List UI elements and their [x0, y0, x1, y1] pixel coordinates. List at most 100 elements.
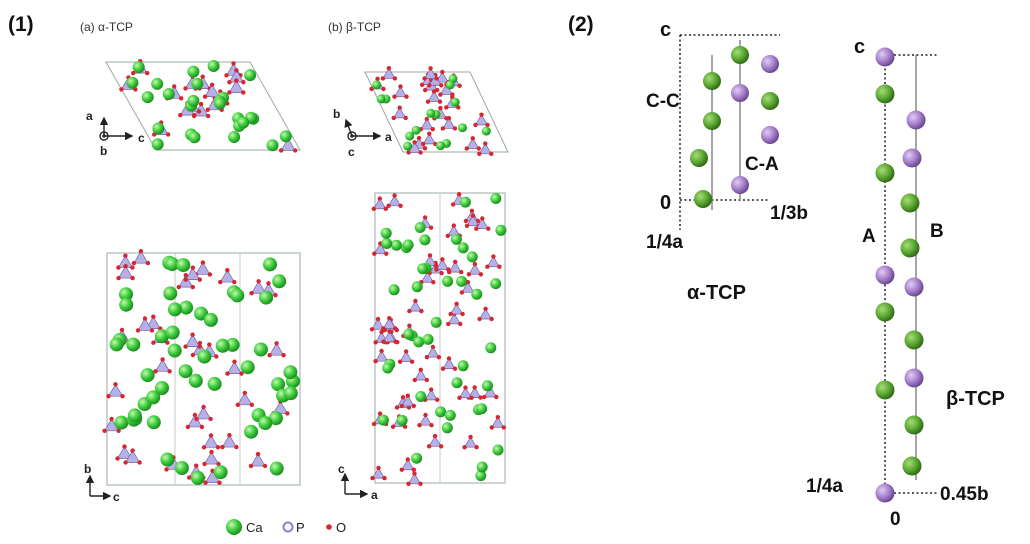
- oxygen-atom: [205, 113, 211, 119]
- oxygen-atom: [201, 445, 207, 450]
- oxygen-atom: [447, 269, 452, 275]
- calcium-atom: [146, 390, 161, 405]
- oxygen-atom: [164, 467, 169, 472]
- po4-tetrahedron: [371, 467, 386, 479]
- po4-tetrahedron: [474, 113, 489, 126]
- calcium-atom: [272, 274, 287, 289]
- po4-tetrahedron: [195, 406, 212, 420]
- alpha-bottom-axis-b: b: [84, 462, 92, 476]
- oxygen-atom: [218, 279, 223, 285]
- po4-tetrahedron: [491, 416, 505, 428]
- po4-tetrahedron: [373, 197, 387, 210]
- oxygen-atom: [431, 89, 437, 94]
- oxygen-atom: [457, 83, 462, 89]
- oxygen-atom: [474, 445, 479, 450]
- oxygen-atom: [440, 366, 446, 371]
- alpha-bottom-axis-icon: [85, 474, 112, 501]
- oxygen-atom: [470, 213, 476, 218]
- po4-tetrahedron: [458, 386, 473, 399]
- calcium-atom: [377, 414, 389, 426]
- alpha-top-axis-b: b: [100, 144, 108, 158]
- oxygen-atom: [210, 468, 215, 473]
- oxygen-atom: [205, 107, 210, 113]
- oxygen-atom: [387, 329, 392, 334]
- beta-bottom-axis-a: a: [371, 488, 378, 502]
- po4-tetrahedron: [424, 388, 438, 401]
- calcium-atom: [188, 131, 201, 144]
- calcium-atom: [415, 391, 427, 402]
- oxygen-atom: [242, 390, 247, 396]
- calcium-atom: [442, 275, 454, 287]
- oxygen-atom: [241, 90, 246, 95]
- oxygen-atom: [423, 412, 428, 418]
- alpha-tcp-title: (a) α-TCP: [80, 20, 133, 34]
- oxygen-atom: [400, 395, 406, 400]
- purple-atom: [875, 483, 895, 503]
- oxygen-atom: [225, 371, 230, 376]
- calcium-atom: [376, 94, 386, 104]
- calcium-atom: [269, 461, 284, 476]
- oxygen-atom: [437, 99, 443, 104]
- oxygen-atom: [446, 356, 452, 361]
- oxygen-atom: [224, 73, 229, 78]
- oxygen-atom: [486, 226, 491, 231]
- oxygen-atom: [262, 463, 268, 469]
- oxygen-atom: [131, 260, 137, 266]
- oxygen-atom: [446, 321, 451, 327]
- oxygen-atom: [209, 449, 214, 455]
- calcium-atom: [152, 122, 165, 135]
- oxygen-atom: [386, 66, 392, 71]
- oxygen-atom: [445, 233, 450, 238]
- alpha-column-ca-label: C-A: [745, 154, 779, 175]
- oxygen-atom: [379, 348, 384, 354]
- calcium-atom: [411, 125, 421, 135]
- oxygen-atom: [196, 109, 202, 114]
- oxygen-atom: [411, 467, 416, 472]
- oxygen-atom: [375, 316, 381, 322]
- po4-tetrahedron: [251, 280, 267, 294]
- beta-bottom-axis-icon: [340, 472, 369, 499]
- calcium-atom: [411, 452, 423, 464]
- green-atom: [694, 190, 712, 208]
- purple-atom: [761, 55, 779, 73]
- calcium-atom: [495, 224, 507, 236]
- oxygen-atom: [208, 433, 214, 438]
- green-atom: [875, 302, 895, 322]
- oxygen-atom: [267, 353, 272, 358]
- calcium-atom: [436, 141, 445, 151]
- oxygen-atom: [411, 403, 416, 409]
- po4-tetrahedron: [393, 85, 408, 98]
- oxygen-atom: [199, 424, 205, 430]
- oxygen-atom: [241, 80, 246, 85]
- alpha-column-cc-label: C-C: [646, 91, 680, 112]
- po4-tetrahedron: [204, 84, 220, 98]
- po4-tetrahedron: [435, 258, 450, 270]
- oxygen-atom: [478, 272, 484, 277]
- po4-tetrahedron: [401, 458, 415, 471]
- beta-tcp-name: β-TCP: [946, 388, 1005, 410]
- oxygen-atom: [399, 467, 404, 472]
- alpha-a-label: 1/4a: [646, 232, 683, 253]
- oxygen-atom: [430, 127, 435, 132]
- oxygen-atom: [438, 92, 443, 97]
- alpha-top-cell: [105, 61, 301, 151]
- oxygen-atom: [370, 475, 375, 481]
- oxygen-atom: [476, 146, 481, 151]
- oxygen-atom: [115, 456, 120, 461]
- oxygen-atom: [369, 86, 374, 92]
- calcium-atom: [451, 377, 463, 389]
- calcium-atom: [114, 415, 129, 430]
- oxygen-atom: [145, 260, 151, 266]
- oxygen-atom: [225, 268, 230, 273]
- oxygen-atom: [439, 83, 444, 88]
- oxygen-atom: [215, 445, 221, 450]
- calcium-atom: [160, 452, 175, 467]
- oxygen-atom: [489, 151, 494, 156]
- po4-tetrahedron: [478, 308, 493, 320]
- oxygen-atom: [376, 465, 381, 471]
- oxygen-atom: [438, 105, 443, 111]
- oxygen-atom: [423, 87, 428, 93]
- po4-tetrahedron: [393, 106, 407, 119]
- po4-tetrahedron: [133, 250, 149, 264]
- oxygen-atom: [463, 385, 468, 390]
